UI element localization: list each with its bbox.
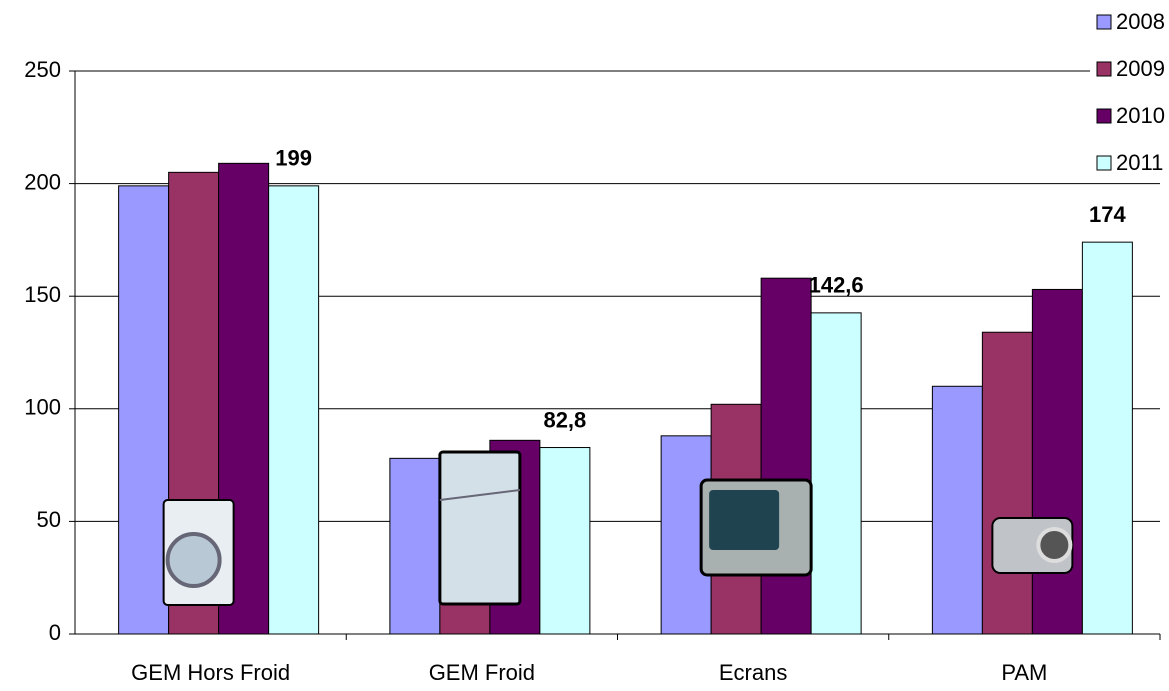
appliance-icon (162, 499, 235, 606)
y-tick-label: 250 (24, 57, 61, 82)
bar (810, 312, 862, 635)
bar (1031, 288, 1083, 635)
bar (981, 331, 1033, 635)
legend-label: 2008 (1116, 9, 1165, 34)
y-tick-label: 0 (49, 620, 61, 645)
y-tick-label: 200 (24, 169, 61, 194)
y-tick-label: 50 (37, 507, 61, 532)
legend-bg (1090, 4, 1165, 180)
legend-swatch (1096, 14, 1112, 30)
tv-screen (709, 490, 780, 550)
bar (760, 277, 812, 635)
x-tick-label: GEM Froid (429, 660, 535, 685)
appliance-icon (438, 450, 522, 606)
legend-swatch (1096, 155, 1112, 171)
x-tick-label: GEM Hors Froid (131, 660, 290, 685)
x-tick-label: Ecrans (719, 660, 787, 685)
y-tick-label: 150 (24, 282, 61, 307)
value-label: 142,6 (809, 273, 864, 298)
legend-swatch (1096, 61, 1112, 77)
value-label: 174 (1089, 202, 1126, 227)
value-label: 199 (275, 146, 312, 171)
bar (118, 185, 170, 635)
y-tick-label: 100 (24, 395, 61, 420)
bar (539, 447, 591, 635)
bar (389, 457, 441, 635)
appliance-icon (991, 517, 1074, 574)
fridge-body (438, 450, 522, 606)
washer-door (165, 532, 222, 588)
x-tick-label: PAM (1001, 660, 1047, 685)
bar (1081, 241, 1133, 635)
appliance-icon (699, 478, 813, 577)
legend-swatch (1096, 108, 1112, 124)
legend-label: 2009 (1116, 56, 1165, 81)
legend-label: 2010 (1116, 103, 1165, 128)
legend-label: 2011 (1116, 150, 1163, 175)
bar (931, 385, 983, 635)
fridge-split (439, 489, 520, 501)
bar (268, 185, 320, 635)
camera-lens (1036, 527, 1073, 563)
value-label: 82,8 (543, 407, 586, 432)
